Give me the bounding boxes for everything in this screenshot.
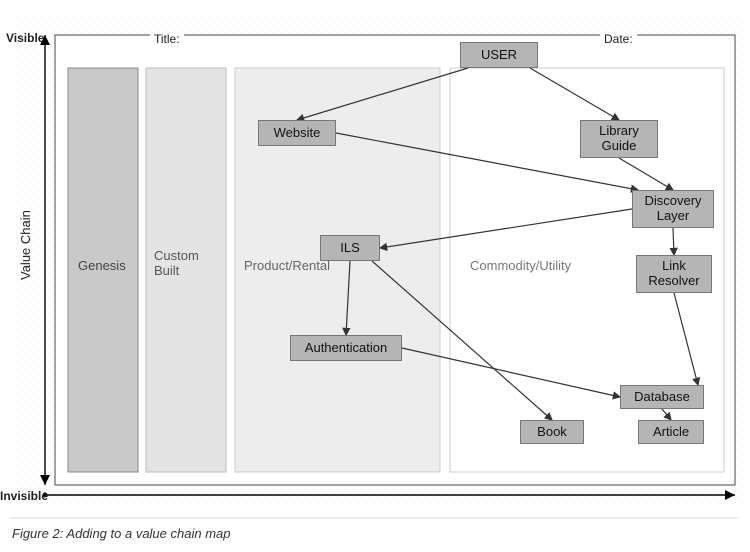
column-label-custom-built: Custom Built bbox=[154, 248, 199, 278]
diagram-html-layer: Visible Invisible Value Chain Title: Date: Ge… bbox=[0, 0, 750, 552]
column-label-product-rental: Product/Rental bbox=[244, 258, 330, 273]
figure-container: Visible Invisible Value Chain Title: Date: Ge… bbox=[0, 0, 750, 552]
y-axis-top-label: Visible bbox=[6, 31, 44, 45]
node-book: Book bbox=[520, 420, 584, 444]
header-label-date: Date: bbox=[600, 32, 637, 46]
y-axis-side-label: Value Chain bbox=[18, 210, 33, 280]
node-website: Website bbox=[258, 120, 336, 146]
column-label-genesis: Genesis bbox=[78, 258, 126, 273]
node-user: USER bbox=[460, 42, 538, 68]
node-ils: ILS bbox=[320, 235, 380, 261]
node-library_guide: Library Guide bbox=[580, 120, 658, 158]
node-discovery_layer: Discovery Layer bbox=[632, 190, 714, 228]
column-label-commodity-utility: Commodity/Utility bbox=[470, 258, 571, 273]
y-axis-bottom-label: Invisible bbox=[0, 489, 48, 503]
node-article: Article bbox=[638, 420, 704, 444]
node-authentication: Authentication bbox=[290, 335, 402, 361]
figure-caption: Figure 2: Adding to a value chain map bbox=[12, 526, 231, 541]
node-database: Database bbox=[620, 385, 704, 409]
header-label-title: Title: bbox=[150, 32, 184, 46]
node-link_resolver: Link Resolver bbox=[636, 255, 712, 293]
